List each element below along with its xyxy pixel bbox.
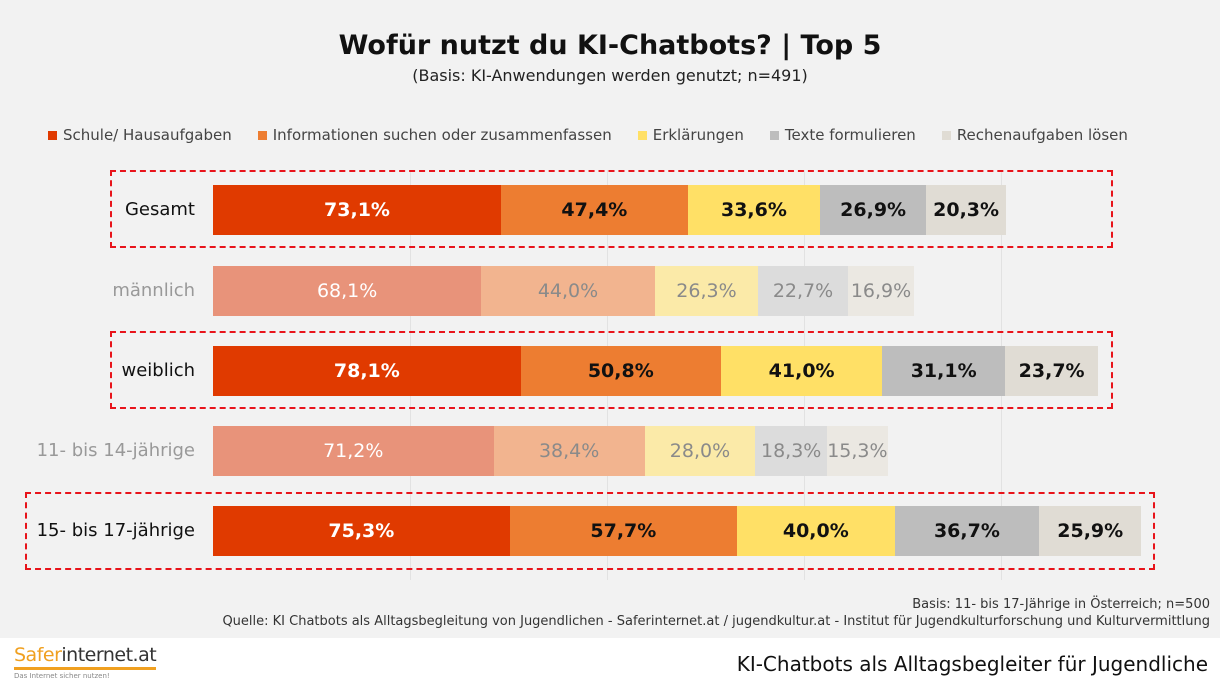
legend-label: Erklärungen (652, 126, 744, 144)
saferinternet-logo: Saferinternet.at Das Internet sicher nut… (14, 644, 157, 680)
legend-item: Erklärungen (637, 126, 744, 144)
legend-swatch (941, 130, 951, 140)
legend-label: Texte formulieren (784, 126, 916, 144)
plot-area: Gesamt 73,1% 47,4% 33,6% 26,9% 20,3% männlich 6… (25, 170, 1155, 580)
chart-subtitle: (Basis: KI-Anwendungen werden genutzt; n… (412, 66, 808, 85)
bar-segment: 22,7% (758, 266, 848, 316)
bar-segment: 16,9% (847, 266, 915, 316)
legend-item: Rechenaufgaben lösen (941, 126, 1128, 144)
legend-swatch (257, 130, 267, 140)
category-label: männlich (112, 280, 195, 301)
legend-label: Informationen suchen oder zusammenfassen (272, 126, 612, 144)
bar-segment: 41,0% (720, 346, 883, 396)
bar-segment: 73,1% (213, 185, 501, 235)
bar-segment: 68,1% (213, 266, 482, 316)
chart-title: Wofür nutzt du KI-Chatbots? | Top 5 (338, 30, 882, 61)
bar-segment: 33,6% (687, 185, 821, 235)
legend: Schule/ Hausaufgaben Informationen suchen… (48, 126, 1128, 144)
bar-segment: 25,9% (1039, 506, 1142, 556)
bar-segment: 71,2% (213, 426, 494, 476)
highlight-box (25, 492, 1155, 570)
bar-segment: 20,3% (926, 185, 1007, 235)
legend-item: Texte formulieren (769, 126, 916, 144)
bar-segment: 26,3% (654, 266, 759, 316)
bar-segment: 38,4% (493, 426, 645, 476)
bar-segment: 75,3% (213, 506, 510, 556)
category-label: weiblich (121, 360, 195, 381)
highlight-box (110, 170, 1113, 248)
bar-segment: 36,7% (894, 506, 1040, 556)
legend-label: Schule/ Hausaufgaben (63, 126, 232, 144)
category-label: 11- bis 14-jährige (36, 440, 195, 461)
bar-segment: 47,4% (501, 185, 688, 235)
highlight-box (110, 331, 1113, 409)
category-label: Gesamt (124, 199, 195, 220)
legend-label: Rechenaufgaben lösen (956, 126, 1128, 144)
legend-swatch (48, 130, 57, 140)
legend-item: Informationen suchen oder zusammenfassen (257, 126, 612, 144)
bar-segment: 50,8% (520, 346, 721, 396)
legend-swatch (769, 130, 779, 140)
category-label: 15- bis 17-jährige (36, 520, 195, 541)
bar-segment: 15,3% (827, 426, 888, 476)
bar-segment: 57,7% (509, 506, 737, 556)
bar-segment: 18,3% (755, 426, 828, 476)
basis-note: Basis: 11- bis 17-Jährige in Österreich;… (912, 597, 1210, 612)
bar-segment: 40,0% (737, 506, 895, 556)
bar-segment: 78,1% (213, 346, 521, 396)
legend-item: Schule/ Hausaufgaben (48, 126, 232, 144)
bottom-title: KI-Chatbots als Alltagsbegleiter für Jug… (736, 652, 1208, 676)
bar-segment: 23,7% (1004, 346, 1099, 396)
bar-segment: 31,1% (882, 346, 1005, 396)
bar-segment: 44,0% (481, 266, 655, 316)
legend-swatch (637, 130, 647, 140)
bar-segment: 26,9% (820, 185, 927, 235)
bar-segment: 28,0% (644, 426, 756, 476)
source-note: Quelle: KI Chatbots als Alltagsbegleitun… (222, 614, 1210, 629)
